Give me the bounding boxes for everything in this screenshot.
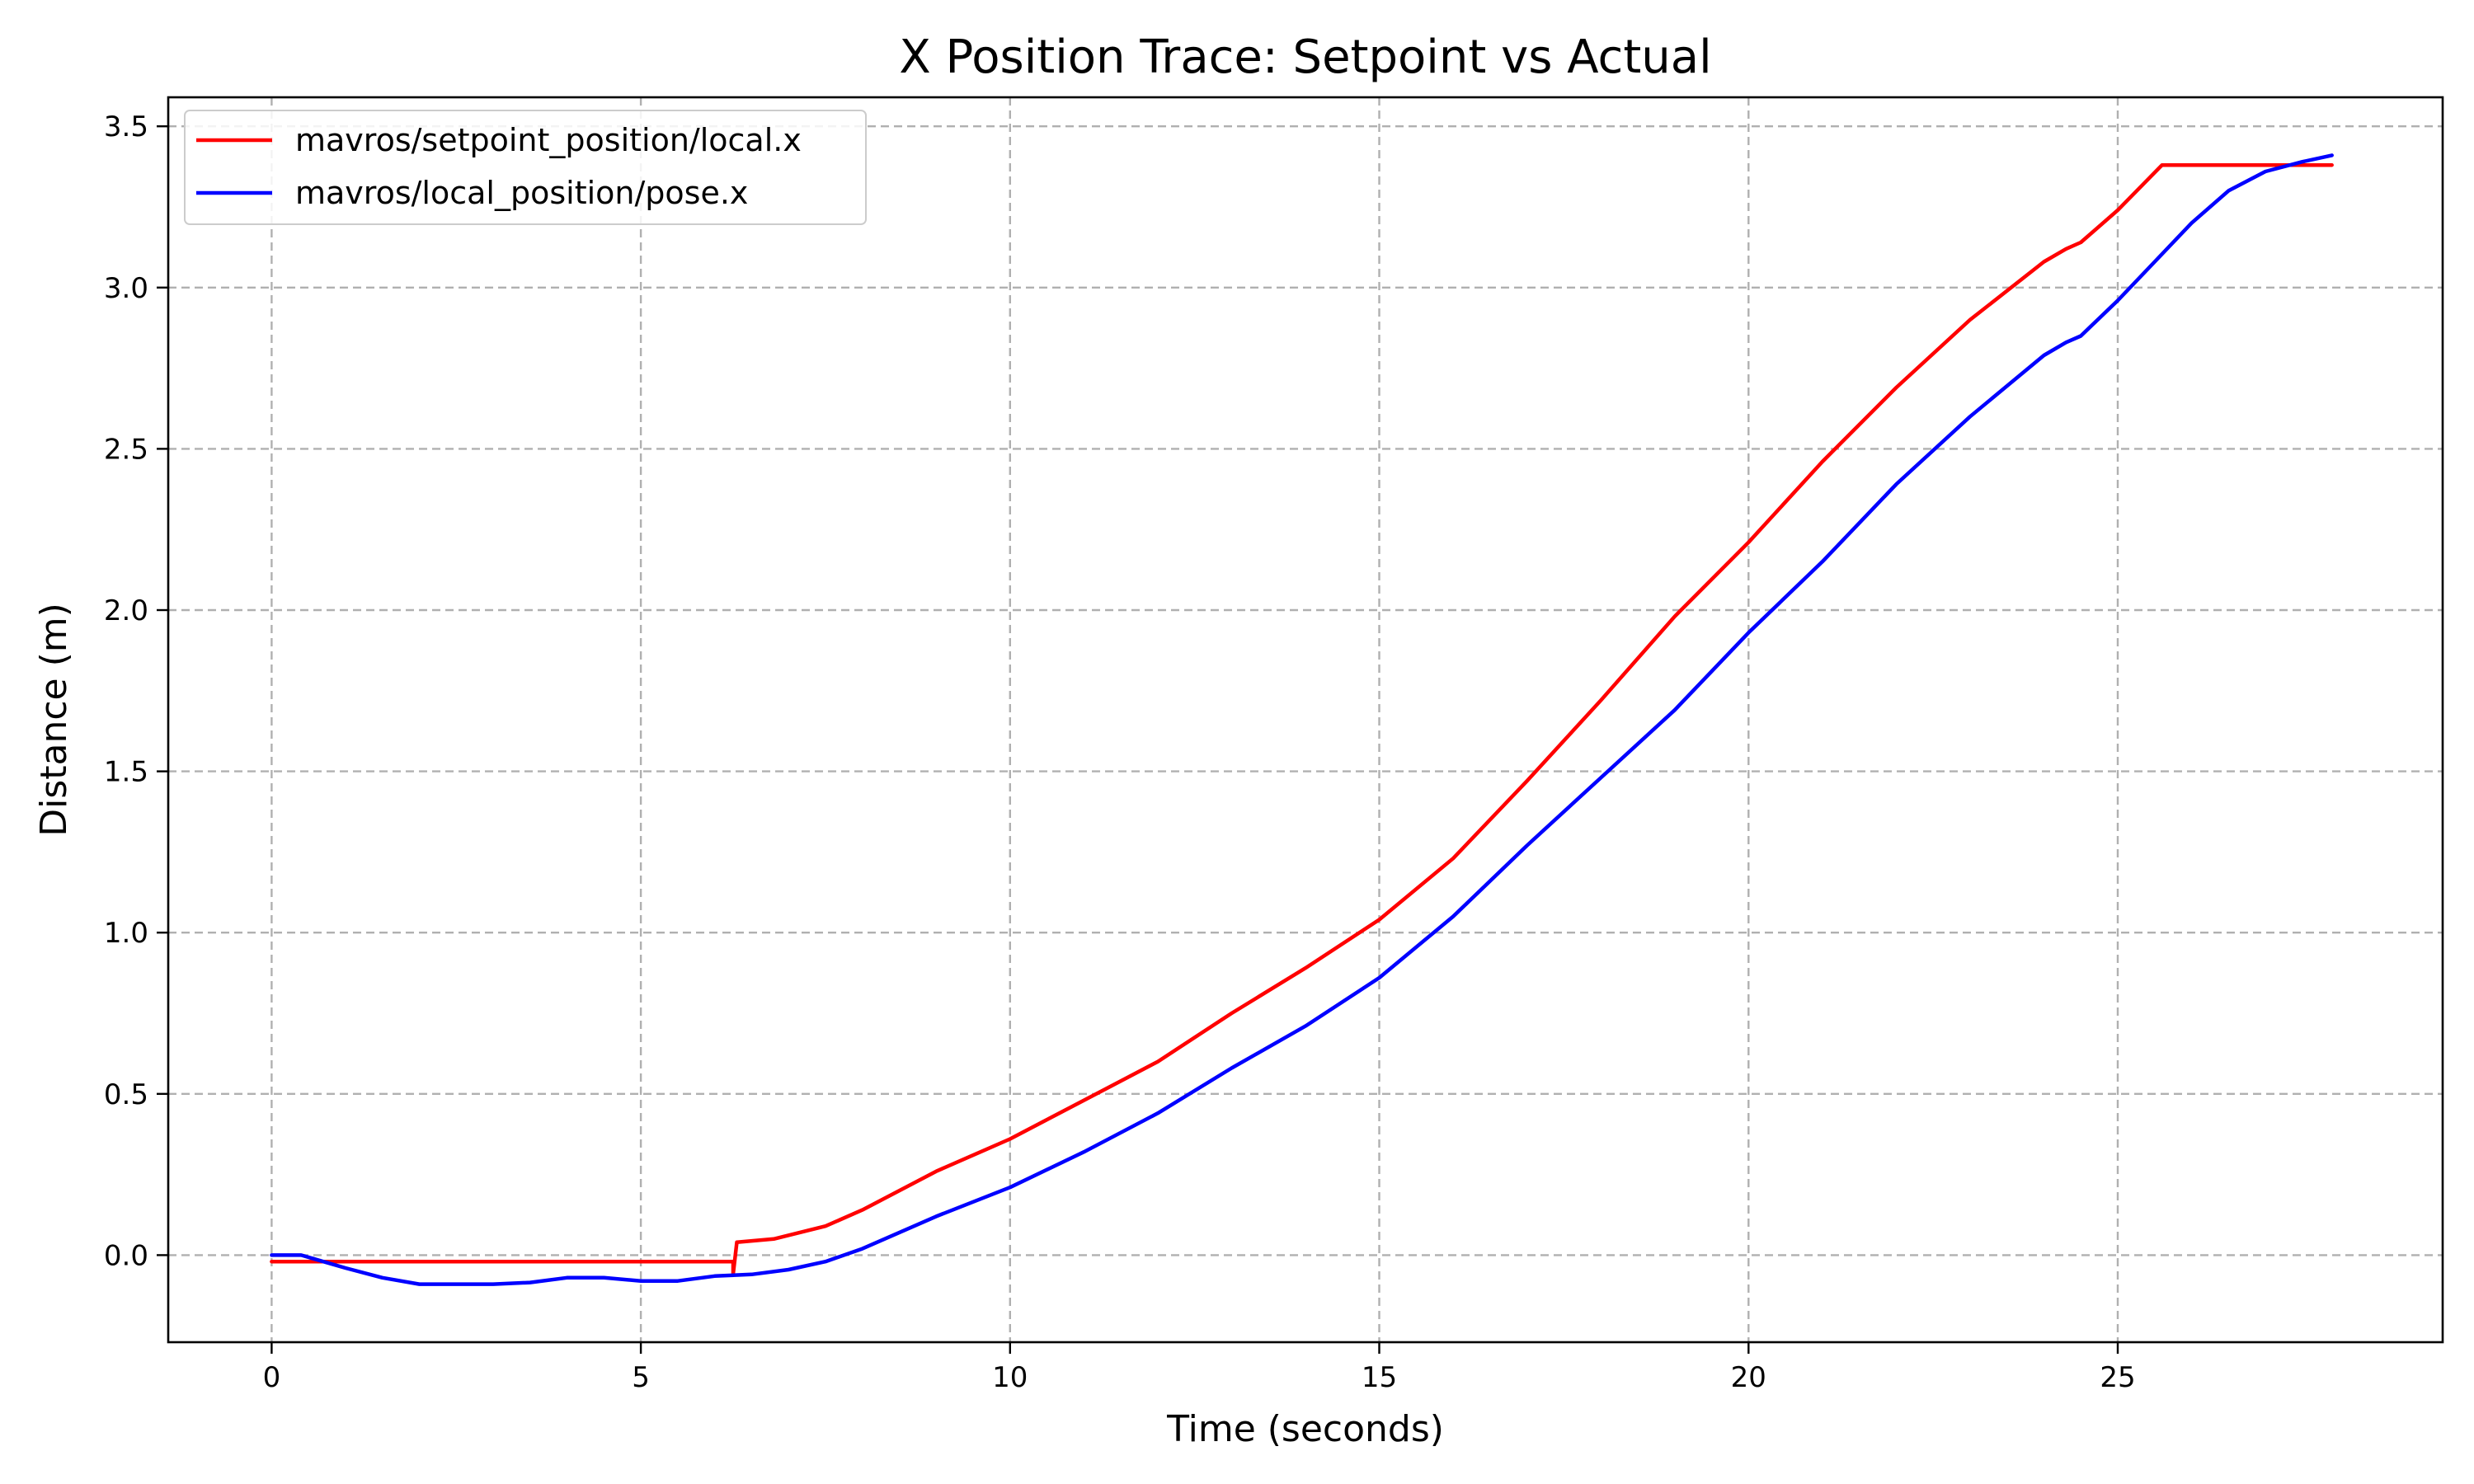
x-tick-label: 25 (2100, 1361, 2135, 1394)
x-tick-label: 5 (632, 1361, 650, 1394)
y-axis-ticks: 0.0 0.5 1.0 1.5 2.0 2.5 3.0 3.5 (104, 110, 168, 1272)
y-tick-label: 3.0 (104, 272, 148, 305)
y-axis-label: Distance (m) (33, 603, 75, 837)
y-tick-label: 0.5 (104, 1078, 148, 1111)
y-tick-label: 1.0 (104, 917, 148, 950)
y-tick-label: 3.5 (104, 110, 148, 143)
series-line-pose (270, 153, 2334, 1286)
y-tick-label: 2.5 (104, 433, 148, 466)
legend-box (184, 110, 867, 225)
plot-area-frame (167, 96, 2444, 1344)
x-axis-label: Time (seconds) (1166, 1408, 1444, 1450)
legend-label-setpoint: mavros/setpoint_position/local.x (295, 122, 802, 158)
grid-lines (168, 97, 2443, 1342)
y-tick-label: 0.0 (104, 1239, 148, 1272)
legend: mavros/setpoint_position/local.x mavros/… (184, 110, 867, 225)
y-tick-label: 2.0 (104, 594, 148, 627)
chart-title: X Position Trace: Setpoint vs Actual (899, 31, 1711, 84)
legend-label-pose: mavros/local_position/pose.x (295, 175, 748, 211)
x-tick-label: 15 (1362, 1361, 1397, 1394)
y-tick-label: 1.5 (104, 756, 148, 789)
x-axis-ticks: 0 5 10 15 20 25 (263, 1342, 2136, 1394)
x-tick-label: 0 (263, 1361, 281, 1394)
x-tick-label: 10 (992, 1361, 1028, 1394)
x-tick-label: 20 (1731, 1361, 1766, 1394)
series-line-setpoint (270, 162, 2334, 1277)
series-layer (270, 153, 2334, 1286)
